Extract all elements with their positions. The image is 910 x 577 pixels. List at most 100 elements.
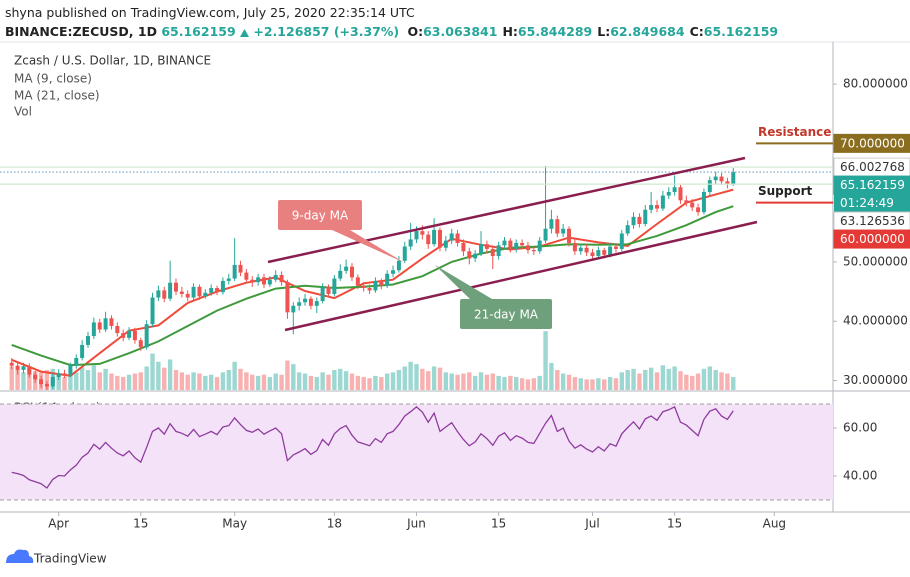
candle-body [443, 240, 448, 248]
volume-bar [21, 372, 26, 390]
candle-body [713, 176, 718, 181]
candle-body [561, 228, 566, 234]
volume-bar [666, 368, 671, 390]
volume-bar [584, 379, 589, 390]
candle-body [467, 251, 472, 259]
volume-bar [437, 367, 443, 390]
volume-bar [349, 373, 355, 390]
ohlc-key: O: [407, 24, 424, 39]
ohlc-key: L: [597, 24, 611, 39]
volume-bar [525, 379, 531, 390]
volume-bar [103, 368, 108, 390]
candle-body [132, 330, 137, 341]
candle-body [39, 379, 44, 385]
candle-body [168, 282, 173, 299]
candle-body [725, 181, 730, 185]
volume-bar [156, 361, 161, 390]
candle-body [127, 330, 132, 338]
candle-body [355, 277, 360, 286]
volume-bar [132, 373, 138, 390]
volume-bar [296, 372, 302, 390]
volume-bar [97, 372, 102, 390]
header: shyna published on TradingView.com, July… [5, 3, 779, 41]
volume-bar [144, 366, 149, 390]
volume-bar [220, 372, 226, 390]
candle-body [144, 324, 149, 348]
candle-body [678, 187, 683, 201]
candle-body [590, 252, 595, 257]
volume-bar [91, 365, 97, 390]
level-label: Support [758, 184, 813, 198]
volume-bar [443, 372, 449, 390]
ohlc-value: 63.063841 [423, 24, 498, 39]
quote-line: BINANCE:ZECUSD, 1D 65.162159 +2.126857 (… [5, 22, 779, 41]
candle-body [109, 318, 114, 326]
main-pane [0, 165, 833, 390]
ohlc: O:63.063841 H:65.844289 L:62.849684 C:65.16… [403, 24, 779, 39]
brand-logo [6, 549, 34, 563]
change: +2.126857 (+3.37%) [253, 24, 400, 39]
legend-entry: MA (21, close) [14, 89, 100, 103]
volume-bar [613, 378, 619, 390]
legend-entry: MA (9, close) [14, 72, 92, 86]
volume-bar [162, 367, 167, 390]
volume-bar [719, 372, 724, 390]
candle-body [537, 240, 542, 252]
candle-body [27, 366, 32, 375]
candle-body [9, 362, 14, 366]
volume-bar [68, 374, 73, 390]
candle-body [162, 290, 167, 299]
candle-body [402, 246, 407, 261]
price-tag-label: 70.000000 [840, 136, 905, 150]
candle-body [584, 247, 589, 253]
x-tick-label: Apr [48, 517, 69, 531]
callout-box [278, 200, 362, 230]
candle-body [103, 318, 108, 330]
candle-body [91, 322, 96, 337]
volume-bar [79, 367, 85, 390]
candle-body [549, 219, 554, 229]
candle-body [15, 365, 20, 370]
volume-bar [332, 370, 337, 390]
volume-bar [519, 378, 525, 390]
price-tag [833, 229, 910, 249]
volume-bar [619, 372, 625, 390]
volume-bar [226, 370, 231, 390]
volume-bar [414, 364, 419, 390]
candle-body [608, 246, 613, 255]
volume-bar [173, 370, 179, 390]
candle-body [490, 248, 495, 257]
candle-body [602, 250, 607, 255]
volume-bar [707, 366, 713, 390]
rsi-tick-label: 40.00 [843, 469, 877, 483]
volume-bar [27, 367, 32, 390]
volume-bar [549, 362, 554, 390]
volume-bar [390, 372, 396, 390]
price-tag [833, 133, 910, 153]
candle-body [707, 180, 712, 192]
volume-bar [426, 371, 431, 390]
candle-body [273, 274, 278, 280]
volume-bar [431, 366, 437, 390]
volume-bar [578, 378, 583, 390]
candle-body [631, 216, 636, 226]
candle-body [719, 176, 724, 182]
level-label: Resistance [758, 125, 831, 139]
volume-bar [484, 374, 490, 390]
volume-bar [291, 364, 296, 390]
volume-bar [343, 371, 349, 390]
rsi-line [11, 406, 734, 489]
candle-body [379, 280, 384, 286]
candle-body [215, 288, 220, 293]
candle-body [291, 305, 296, 313]
volume-bar [267, 377, 273, 390]
volume-bar [478, 372, 484, 390]
candle-body [508, 240, 513, 249]
volume-bar [320, 372, 325, 390]
x-tick-label: 15 [667, 517, 682, 531]
volume-bar [402, 366, 407, 390]
candle-body [261, 277, 266, 285]
candle-body [426, 234, 431, 245]
candle-body [138, 340, 143, 348]
